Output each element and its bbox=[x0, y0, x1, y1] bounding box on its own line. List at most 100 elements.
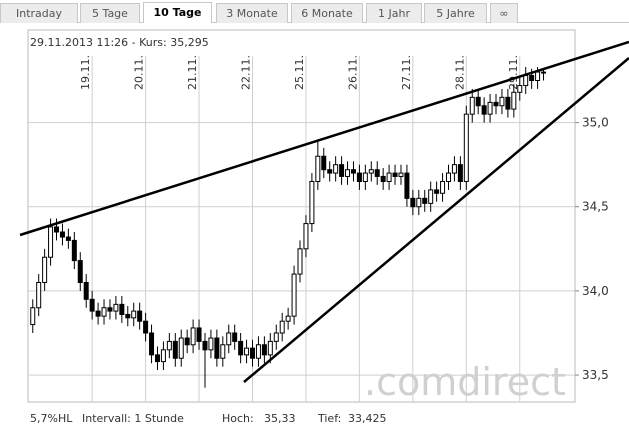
candle-body bbox=[71, 239, 77, 262]
tab[interactable]: 3 Monate bbox=[216, 3, 288, 23]
candle-body bbox=[529, 74, 535, 81]
candle-body bbox=[475, 96, 481, 107]
footer-low: 33,425 bbox=[348, 412, 387, 425]
candle-body bbox=[445, 172, 451, 182]
candle-body bbox=[244, 347, 250, 356]
candle-body bbox=[487, 101, 493, 115]
candle-body bbox=[143, 320, 149, 334]
footer-interval: Intervall: 1 Stunde bbox=[82, 412, 184, 425]
candle-body bbox=[232, 332, 238, 342]
candle-body bbox=[279, 320, 285, 334]
candle-body bbox=[255, 344, 261, 359]
candle-body bbox=[250, 347, 256, 359]
quote-header: 29.11.2013 11:26 - Kurs: 35,295 bbox=[30, 36, 209, 49]
tab[interactable]: 5 Jahre bbox=[424, 3, 487, 23]
y-tick-label: 33,5 bbox=[582, 368, 609, 382]
candle-body bbox=[226, 332, 232, 346]
candle-body bbox=[166, 340, 172, 351]
tab[interactable]: 6 Monate bbox=[291, 3, 363, 23]
x-tick-label: 21.11. bbox=[186, 55, 199, 90]
candle-body bbox=[285, 315, 291, 322]
tab-bar: Intraday 5 Tage 10 Tage 3 Monate 6 Monate 1 J… bbox=[0, 0, 629, 23]
x-tick-label: 19.11. bbox=[79, 55, 92, 90]
x-tick-label: 25.11. bbox=[293, 55, 306, 90]
candle-body bbox=[30, 307, 36, 326]
candle-body bbox=[374, 169, 380, 177]
candle-body bbox=[131, 310, 137, 319]
candle-body bbox=[380, 175, 386, 182]
tab[interactable]: Intraday bbox=[0, 3, 78, 23]
candle-body bbox=[535, 71, 541, 81]
candle-body bbox=[481, 105, 487, 115]
candle-body bbox=[303, 223, 309, 250]
candle-body bbox=[119, 303, 125, 315]
candle-body bbox=[48, 226, 54, 258]
candle-body bbox=[137, 310, 143, 322]
candle-body bbox=[499, 96, 505, 107]
candle-body bbox=[321, 155, 327, 171]
candle-body bbox=[42, 256, 48, 283]
candle-body bbox=[523, 74, 529, 87]
candle-body bbox=[416, 197, 422, 208]
candle-body bbox=[101, 307, 107, 317]
watermark: .comdirect bbox=[364, 360, 566, 404]
x-tick-label: 22.11. bbox=[240, 55, 253, 90]
trend-line bbox=[243, 57, 629, 383]
candle-body bbox=[261, 344, 267, 356]
x-tick-label: 28.11. bbox=[453, 55, 466, 90]
candle-body bbox=[386, 172, 392, 182]
candle-body bbox=[267, 340, 273, 356]
candle-body bbox=[398, 172, 404, 177]
candle-body bbox=[451, 164, 457, 174]
candle-body bbox=[184, 337, 190, 346]
candle-body bbox=[422, 197, 428, 204]
x-tick-label: 20.11. bbox=[133, 55, 146, 90]
candle-body bbox=[434, 189, 440, 194]
candle-body bbox=[238, 340, 244, 356]
chart: 29.11.2013 11:26 - Kurs: 35,295 19.11. 20… bbox=[19, 29, 629, 425]
candle-body bbox=[356, 172, 362, 182]
footer: 5,7%HL Intervall: 1 Stunde Hoch: 35,33 T… bbox=[30, 412, 387, 425]
candle-body bbox=[368, 169, 374, 174]
candle-body bbox=[297, 248, 303, 275]
candle-body bbox=[178, 337, 184, 359]
candle-body bbox=[517, 85, 523, 93]
candle-body bbox=[339, 164, 345, 177]
trend-line bbox=[19, 40, 629, 237]
candle-body bbox=[463, 113, 469, 182]
candle-body bbox=[214, 337, 220, 359]
candle-body bbox=[350, 169, 356, 174]
candle-body bbox=[83, 281, 89, 300]
candle-body bbox=[315, 155, 321, 182]
candles bbox=[30, 67, 547, 388]
candle-body bbox=[440, 180, 446, 194]
grid: 19.11. 20.11. 21.11. 22.11. 25.11. 26.11. 27.1… bbox=[28, 55, 609, 402]
tab[interactable]: 10 Tage bbox=[143, 2, 212, 23]
candle-body bbox=[333, 164, 339, 174]
candle-body bbox=[154, 354, 160, 363]
candle-body bbox=[457, 164, 463, 182]
candle-body bbox=[190, 327, 196, 346]
tab[interactable]: 5 Tage bbox=[80, 3, 140, 23]
y-tick-label: 34,0 bbox=[582, 284, 609, 298]
tab[interactable]: ∞ bbox=[490, 3, 518, 23]
tab[interactable]: 1 Jahr bbox=[366, 3, 422, 23]
footer-high: 35,33 bbox=[264, 412, 296, 425]
candle-body bbox=[428, 189, 434, 204]
y-tick-label: 35,0 bbox=[582, 116, 609, 130]
candle-body bbox=[149, 332, 155, 356]
y-tick-label: 34,5 bbox=[582, 200, 609, 214]
candle-body bbox=[291, 273, 297, 317]
candle-body bbox=[493, 101, 499, 107]
candle-body bbox=[410, 197, 416, 208]
candle-body bbox=[541, 71, 547, 74]
footer-low-label: Tief: bbox=[317, 412, 341, 425]
x-tick-label: 27.11. bbox=[400, 55, 413, 90]
candle-body bbox=[172, 340, 178, 359]
candle-body bbox=[202, 340, 208, 351]
x-tick-label: 29.11. bbox=[507, 55, 520, 90]
candle-body bbox=[505, 96, 511, 110]
candle-body bbox=[36, 281, 42, 309]
candle-body bbox=[65, 236, 71, 241]
x-tick-label: 26.11. bbox=[346, 55, 359, 90]
